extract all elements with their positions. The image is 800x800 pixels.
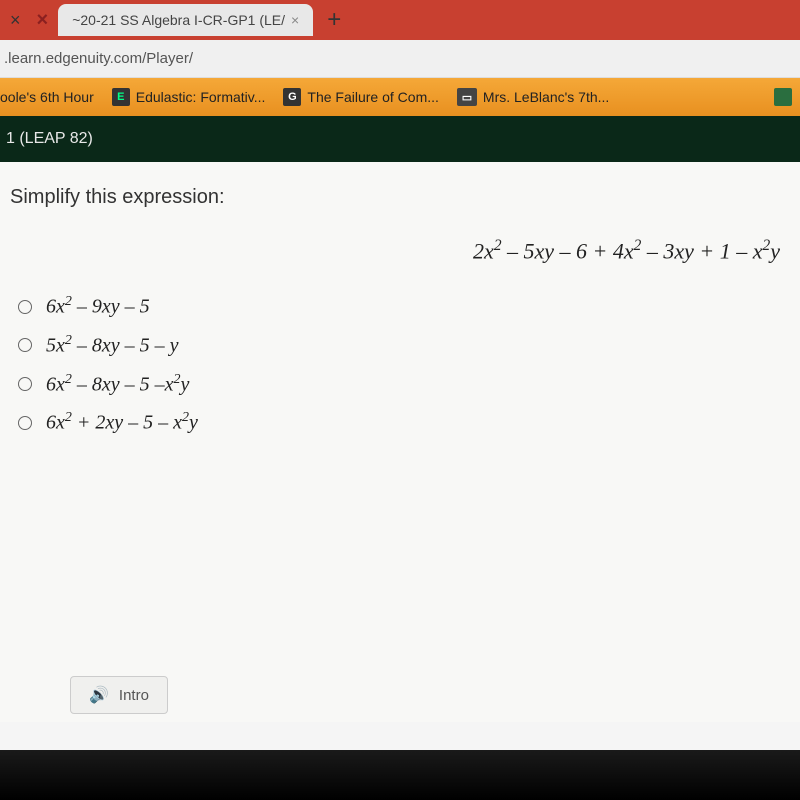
answer-option[interactable]: 6x2 – 9xy – 5 bbox=[18, 294, 790, 319]
close-icon[interactable]: × bbox=[0, 10, 31, 31]
bookmark-item[interactable] bbox=[774, 88, 792, 106]
speaker-icon: 🔊 bbox=[89, 685, 109, 705]
radio-icon[interactable] bbox=[18, 300, 32, 314]
question-content: Simplify this expression: 2x2 – 5xy – 6 … bbox=[0, 162, 800, 722]
lesson-title: 1 (LEAP 82) bbox=[6, 130, 93, 147]
option-text: 6x2 – 9xy – 5 bbox=[46, 294, 150, 319]
bookmarks-bar: oole's 6th Hour E Edulastic: Formativ...… bbox=[0, 78, 800, 116]
radio-icon[interactable] bbox=[18, 377, 32, 391]
option-text: 5x2 – 8xy – 5 – y bbox=[46, 333, 179, 358]
bookmark-item[interactable]: oole's 6th Hour bbox=[0, 89, 94, 105]
new-tab-button[interactable]: + bbox=[313, 6, 355, 34]
device-bezel bbox=[0, 750, 800, 800]
bookmark-label: Edulastic: Formativ... bbox=[136, 89, 266, 105]
classroom-icon: ▭ bbox=[457, 88, 477, 106]
tab-close-x-icon[interactable]: × bbox=[291, 12, 299, 28]
math-expression: 2x2 – 5xy – 6 + 4x2 – 3xy + 1 – x2y bbox=[10, 237, 790, 264]
option-text: 6x2 + 2xy – 5 – x2y bbox=[46, 410, 198, 435]
radio-icon[interactable] bbox=[18, 416, 32, 430]
tab-title: ~20-21 SS Algebra I-CR-GP1 (LE/ bbox=[72, 12, 285, 28]
site-icon bbox=[774, 88, 792, 106]
bookmark-item[interactable]: G The Failure of Com... bbox=[283, 88, 439, 106]
url-bar[interactable]: .learn.edgenuity.com/Player/ bbox=[0, 40, 800, 78]
site-icon: G bbox=[283, 88, 301, 106]
intro-button[interactable]: 🔊 Intro bbox=[70, 676, 168, 714]
bookmark-item[interactable]: ▭ Mrs. LeBlanc's 7th... bbox=[457, 88, 609, 106]
browser-tab-strip: × × ~20-21 SS Algebra I-CR-GP1 (LE/ × + bbox=[0, 0, 800, 40]
answer-options: 6x2 – 9xy – 5 5x2 – 8xy – 5 – y 6x2 – 8x… bbox=[10, 294, 790, 435]
radio-icon[interactable] bbox=[18, 338, 32, 352]
bookmark-label: Mrs. LeBlanc's 7th... bbox=[483, 89, 609, 105]
answer-option[interactable]: 6x2 – 8xy – 5 –x2y bbox=[18, 372, 790, 397]
lesson-header: 1 (LEAP 82) bbox=[0, 116, 800, 162]
intro-label: Intro bbox=[119, 687, 149, 704]
answer-option[interactable]: 6x2 + 2xy – 5 – x2y bbox=[18, 410, 790, 435]
tab-close-icon[interactable]: × bbox=[31, 9, 55, 32]
option-text: 6x2 – 8xy – 5 –x2y bbox=[46, 372, 189, 397]
bookmark-item[interactable]: E Edulastic: Formativ... bbox=[112, 88, 266, 106]
answer-option[interactable]: 5x2 – 8xy – 5 – y bbox=[18, 333, 790, 358]
question-prompt: Simplify this expression: bbox=[10, 186, 790, 209]
bookmark-label: oole's 6th Hour bbox=[0, 89, 94, 105]
browser-tab[interactable]: ~20-21 SS Algebra I-CR-GP1 (LE/ × bbox=[58, 4, 313, 36]
edulastic-icon: E bbox=[112, 88, 130, 106]
bookmark-label: The Failure of Com... bbox=[307, 89, 439, 105]
